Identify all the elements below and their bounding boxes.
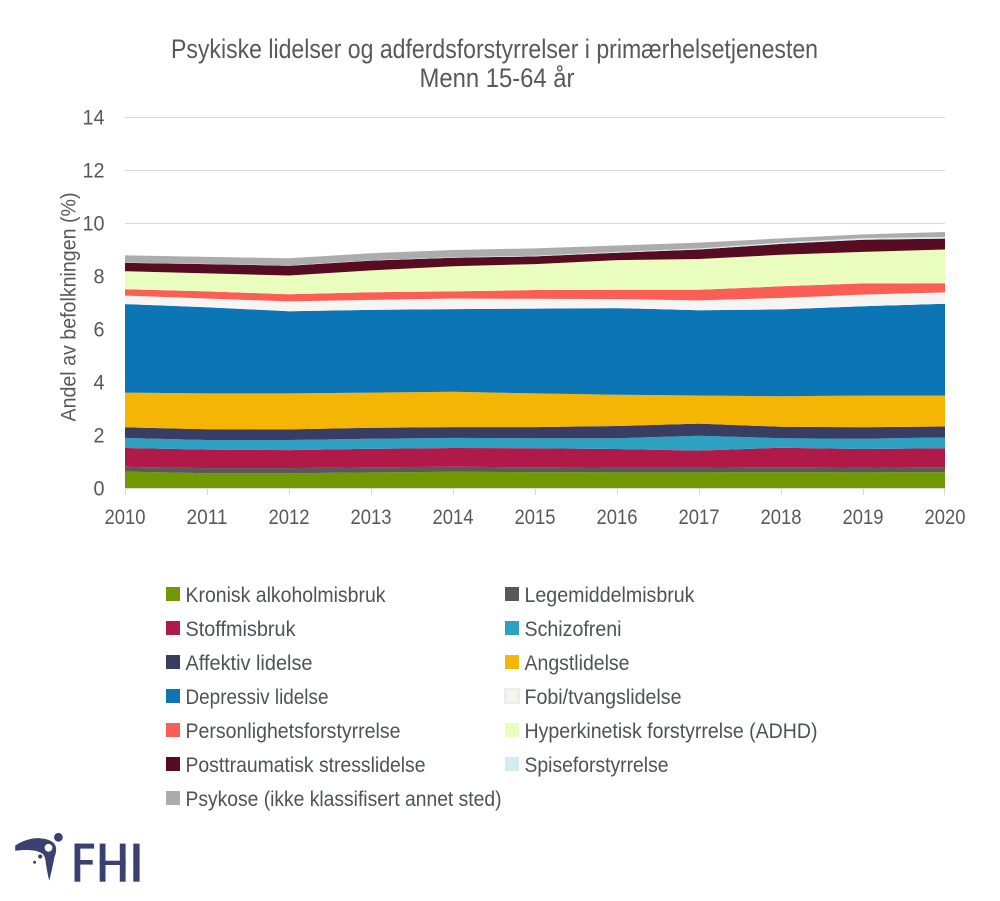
svg-text:6: 6: [94, 318, 105, 341]
svg-text:Psykose (ikke klassifisert ann: Psykose (ikke klassifisert annet sted): [186, 787, 502, 811]
svg-text:2015: 2015: [515, 506, 556, 529]
svg-text:10: 10: [83, 212, 105, 235]
svg-text:Angstlidelse: Angstlidelse: [525, 651, 630, 675]
svg-text:2020: 2020: [925, 506, 966, 529]
svg-text:Hyperkinetisk forstyrrelse (AD: Hyperkinetisk forstyrrelse (ADHD): [525, 719, 818, 743]
svg-text:Posttraumatisk stresslidelse: Posttraumatisk stresslidelse: [186, 753, 426, 777]
svg-text:12: 12: [83, 159, 105, 182]
svg-text:2018: 2018: [761, 506, 802, 529]
svg-text:0: 0: [94, 477, 105, 500]
svg-text:Schizofreni: Schizofreni: [525, 617, 622, 641]
svg-text:2019: 2019: [843, 506, 884, 529]
svg-text:Andel av befolkningen (%): Andel av befolkningen (%): [57, 193, 81, 422]
svg-text:Affektiv lidelse: Affektiv lidelse: [186, 651, 313, 675]
svg-text:Menn 15-64 år: Menn 15-64 år: [420, 63, 575, 93]
svg-text:8: 8: [94, 265, 105, 288]
svg-text:Fobi/tvangslidelse: Fobi/tvangslidelse: [525, 685, 682, 709]
svg-text:2016: 2016: [597, 506, 638, 529]
svg-text:2011: 2011: [187, 506, 228, 529]
svg-text:Stoffmisbruk: Stoffmisbruk: [186, 617, 296, 641]
svg-text:2017: 2017: [679, 506, 720, 529]
svg-text:Depressiv lidelse: Depressiv lidelse: [186, 685, 329, 709]
svg-text:2010: 2010: [105, 506, 146, 529]
svg-text:14: 14: [83, 106, 105, 129]
svg-text:Psykiske lidelser og adferdsfo: Psykiske lidelser og adferdsforstyrrelse…: [171, 34, 818, 64]
svg-text:Personlighetsforstyrrelse: Personlighetsforstyrrelse: [186, 719, 401, 743]
svg-text:2013: 2013: [351, 506, 392, 529]
svg-text:Spiseforstyrrelse: Spiseforstyrrelse: [525, 753, 669, 777]
svg-text:Legemiddelmisbruk: Legemiddelmisbruk: [525, 583, 695, 607]
svg-text:4: 4: [94, 371, 105, 394]
svg-text:2014: 2014: [433, 506, 474, 529]
svg-text:2012: 2012: [269, 506, 310, 529]
svg-text:2: 2: [94, 424, 105, 447]
svg-text:Kronisk alkoholmisbruk: Kronisk alkoholmisbruk: [186, 583, 386, 607]
